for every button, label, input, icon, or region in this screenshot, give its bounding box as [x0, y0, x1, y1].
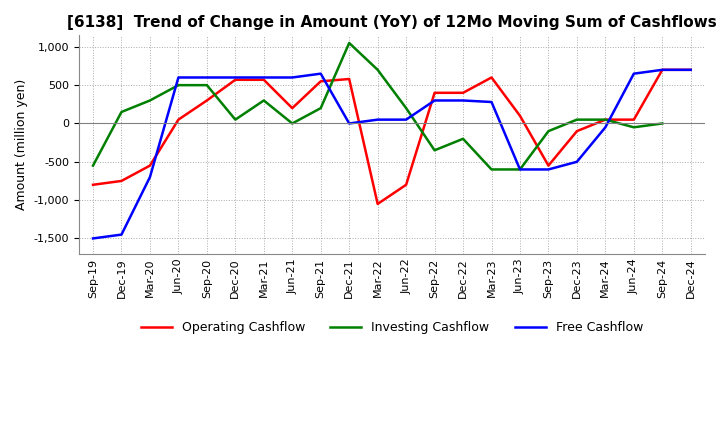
Investing Cashflow	[431, 148, 439, 153]
Free Cashflow	[145, 175, 154, 180]
Free Cashflow	[487, 99, 496, 105]
Free Cashflow	[431, 98, 439, 103]
Operating Cashflow	[544, 163, 553, 168]
Investing Cashflow	[459, 136, 467, 141]
Operating Cashflow	[374, 201, 382, 206]
Operating Cashflow	[89, 182, 97, 187]
Operating Cashflow	[231, 77, 240, 82]
Investing Cashflow	[202, 83, 211, 88]
Operating Cashflow	[629, 117, 638, 122]
Investing Cashflow	[231, 117, 240, 122]
Free Cashflow	[202, 75, 211, 80]
Y-axis label: Amount (million yen): Amount (million yen)	[15, 79, 28, 210]
Operating Cashflow	[174, 117, 183, 122]
Operating Cashflow	[431, 90, 439, 95]
Investing Cashflow	[544, 128, 553, 134]
Investing Cashflow	[117, 109, 126, 114]
Free Cashflow	[316, 71, 325, 76]
Operating Cashflow	[487, 75, 496, 80]
Free Cashflow	[459, 98, 467, 103]
Free Cashflow	[516, 167, 524, 172]
Free Cashflow	[374, 117, 382, 122]
Investing Cashflow	[516, 167, 524, 172]
Investing Cashflow	[345, 40, 354, 46]
Free Cashflow	[572, 159, 581, 165]
Operating Cashflow	[658, 67, 667, 73]
Free Cashflow	[117, 232, 126, 237]
Line: Operating Cashflow: Operating Cashflow	[93, 70, 690, 204]
Investing Cashflow	[658, 121, 667, 126]
Line: Investing Cashflow: Investing Cashflow	[93, 43, 662, 169]
Operating Cashflow	[402, 182, 410, 187]
Operating Cashflow	[572, 128, 581, 134]
Investing Cashflow	[402, 106, 410, 111]
Free Cashflow	[686, 67, 695, 73]
Operating Cashflow	[345, 77, 354, 82]
Operating Cashflow	[259, 77, 268, 82]
Free Cashflow	[89, 236, 97, 241]
Operating Cashflow	[686, 67, 695, 73]
Free Cashflow	[601, 125, 610, 130]
Operating Cashflow	[601, 117, 610, 122]
Title: [6138]  Trend of Change in Amount (YoY) of 12Mo Moving Sum of Cashflows: [6138] Trend of Change in Amount (YoY) o…	[67, 15, 717, 30]
Investing Cashflow	[601, 117, 610, 122]
Investing Cashflow	[487, 167, 496, 172]
Free Cashflow	[345, 121, 354, 126]
Operating Cashflow	[202, 98, 211, 103]
Free Cashflow	[174, 75, 183, 80]
Free Cashflow	[259, 75, 268, 80]
Free Cashflow	[231, 75, 240, 80]
Free Cashflow	[544, 167, 553, 172]
Investing Cashflow	[145, 98, 154, 103]
Free Cashflow	[288, 75, 297, 80]
Free Cashflow	[658, 67, 667, 73]
Operating Cashflow	[516, 113, 524, 118]
Operating Cashflow	[145, 163, 154, 168]
Line: Free Cashflow: Free Cashflow	[93, 70, 690, 238]
Investing Cashflow	[374, 67, 382, 73]
Operating Cashflow	[459, 90, 467, 95]
Free Cashflow	[629, 71, 638, 76]
Investing Cashflow	[89, 163, 97, 168]
Operating Cashflow	[316, 79, 325, 84]
Legend: Operating Cashflow, Investing Cashflow, Free Cashflow: Operating Cashflow, Investing Cashflow, …	[135, 316, 648, 339]
Investing Cashflow	[572, 117, 581, 122]
Operating Cashflow	[288, 106, 297, 111]
Investing Cashflow	[259, 98, 268, 103]
Investing Cashflow	[288, 121, 297, 126]
Investing Cashflow	[316, 106, 325, 111]
Operating Cashflow	[117, 178, 126, 183]
Investing Cashflow	[629, 125, 638, 130]
Free Cashflow	[402, 117, 410, 122]
Investing Cashflow	[174, 83, 183, 88]
